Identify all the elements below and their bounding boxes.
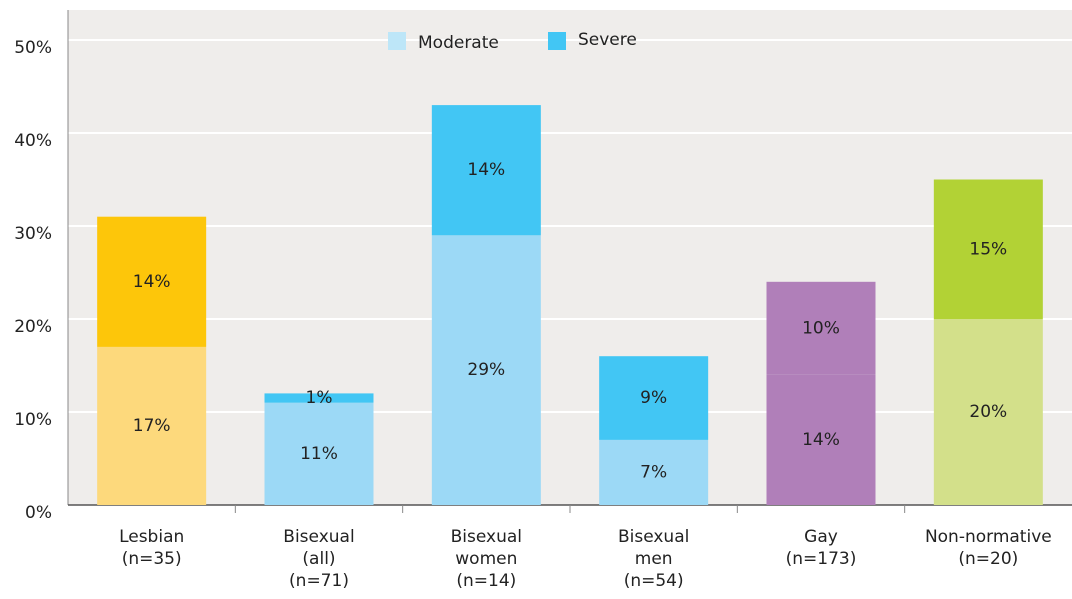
- x-tick-label-line: Lesbian: [119, 527, 184, 547]
- x-tick-label: Bisexual (all) (n=71): [283, 527, 354, 591]
- y-tick-label: 0%: [25, 503, 52, 523]
- y-tick-label: 40%: [14, 131, 52, 151]
- x-tick-label-line: men: [635, 549, 673, 569]
- bar-segment: [933, 179, 1043, 319]
- x-tick-label-line: (n=173): [786, 549, 857, 569]
- data-label: 15%: [969, 239, 1007, 259]
- x-tick-label: Non-normative (n=20): [925, 527, 1052, 569]
- data-label: 14%: [802, 430, 840, 450]
- data-label: 10%: [802, 318, 840, 338]
- x-tick-label-line: Gay: [804, 527, 838, 547]
- x-tick-label: Bisexual women (n=14): [451, 527, 522, 591]
- bar-segment: [599, 439, 709, 505]
- y-tick-label: 50%: [14, 38, 52, 58]
- bar-segment: [431, 105, 541, 236]
- bar-segment: [766, 281, 876, 375]
- data-label: 1%: [306, 388, 333, 408]
- x-tick-label-line: (n=20): [958, 549, 1018, 569]
- bar-segment: [599, 356, 709, 440]
- data-label: 20%: [969, 402, 1007, 422]
- data-label: 29%: [467, 360, 505, 380]
- y-tick-label: 30%: [14, 224, 52, 244]
- x-tick-label: Lesbian (n=35): [119, 527, 184, 569]
- x-tick-label-line: (all): [302, 549, 335, 569]
- y-tick-label: 20%: [14, 317, 52, 337]
- data-label: 11%: [300, 444, 338, 464]
- x-tick-label-line: (n=35): [122, 549, 182, 569]
- x-tick-label-line: Bisexual: [451, 527, 522, 547]
- x-tick-label: Bisexual men (n=54): [618, 527, 689, 591]
- plot-background: [68, 10, 1072, 505]
- bar-segment: [766, 374, 876, 505]
- bar-segment: [933, 319, 1043, 505]
- bar-segment: [97, 346, 207, 505]
- x-tick-label-line: (n=71): [289, 571, 349, 591]
- x-tick-label-line: (n=54): [624, 571, 684, 591]
- bar-segment: [264, 402, 374, 505]
- x-tick-label-line: Bisexual: [618, 527, 689, 547]
- data-label: 7%: [640, 462, 667, 482]
- y-tick-label: 10%: [14, 410, 52, 430]
- x-tick-label-line: (n=14): [456, 571, 516, 591]
- data-label: 14%: [467, 160, 505, 180]
- bar-segment: [431, 235, 541, 506]
- data-label: 17%: [133, 416, 171, 436]
- x-tick-label-line: Non-normative: [925, 527, 1052, 547]
- x-tick-label-line: Bisexual: [283, 527, 354, 547]
- x-tick-label-line: women: [455, 549, 517, 569]
- legend-swatch: [388, 32, 406, 50]
- data-label: 9%: [640, 388, 667, 408]
- legend-label: Moderate: [418, 33, 499, 53]
- legend-label: Severe: [578, 30, 637, 50]
- bar-segment: [97, 216, 207, 347]
- data-label: 14%: [133, 272, 171, 292]
- legend-swatch: [548, 32, 566, 50]
- x-tick-label: Gay (n=173): [786, 527, 857, 569]
- bar-segment: [264, 393, 374, 403]
